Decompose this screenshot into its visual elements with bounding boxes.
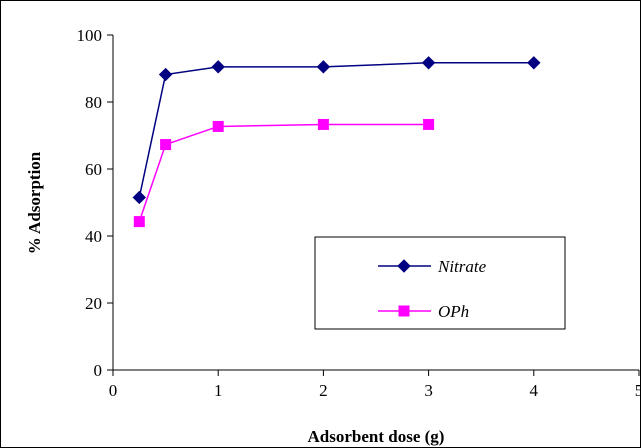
data-point-oph xyxy=(212,120,224,132)
y-tick-labels: 0 20 40 60 80 100 xyxy=(77,26,103,380)
legend-entry-oph: OPh xyxy=(378,302,469,321)
legend: Nitrate OPh xyxy=(314,236,566,330)
legend-box xyxy=(314,236,566,330)
series-oph xyxy=(133,118,435,228)
data-point-nitrate xyxy=(132,190,147,205)
data-point-oph xyxy=(317,118,329,130)
legend-marker xyxy=(398,305,410,317)
y-tick-label: 0 xyxy=(94,361,103,380)
data-point-nitrate xyxy=(211,60,225,74)
series-nitrate xyxy=(132,56,541,205)
data-point-oph xyxy=(423,118,435,130)
y-tick-label: 80 xyxy=(85,93,102,112)
data-point-nitrate xyxy=(527,56,541,70)
x-tick-label: 1 xyxy=(214,381,223,400)
data-point-nitrate xyxy=(316,60,331,74)
y-tick-label: 20 xyxy=(85,294,102,313)
plot-axes xyxy=(107,34,640,376)
legend-label: Nitrate xyxy=(437,257,487,276)
x-tick-label: 2 xyxy=(319,381,328,400)
y-axis-title: % Adsorption xyxy=(25,151,44,254)
x-axis-title: Adsorbent dose (g) xyxy=(308,427,445,446)
data-point-oph xyxy=(133,216,145,228)
x-tick-label: 4 xyxy=(530,381,539,400)
x-tick-label: 3 xyxy=(424,381,433,400)
legend-label: OPh xyxy=(438,302,469,321)
series-layer xyxy=(132,56,541,228)
x-tick-label: 5 xyxy=(635,381,641,400)
y-tick-label: 100 xyxy=(77,26,103,45)
data-point-nitrate xyxy=(158,67,173,82)
legend-entry-nitrate: Nitrate xyxy=(378,257,487,276)
series-line-nitrate xyxy=(138,62,534,198)
legend-marker xyxy=(397,259,411,273)
data-point-nitrate xyxy=(421,56,436,70)
x-tick-labels: 0 1 2 3 4 5 xyxy=(109,381,641,400)
x-tick-label: 0 xyxy=(109,381,118,400)
y-tick-label: 60 xyxy=(85,160,102,179)
data-point-oph xyxy=(160,139,172,151)
y-tick-label: 40 xyxy=(85,227,102,246)
